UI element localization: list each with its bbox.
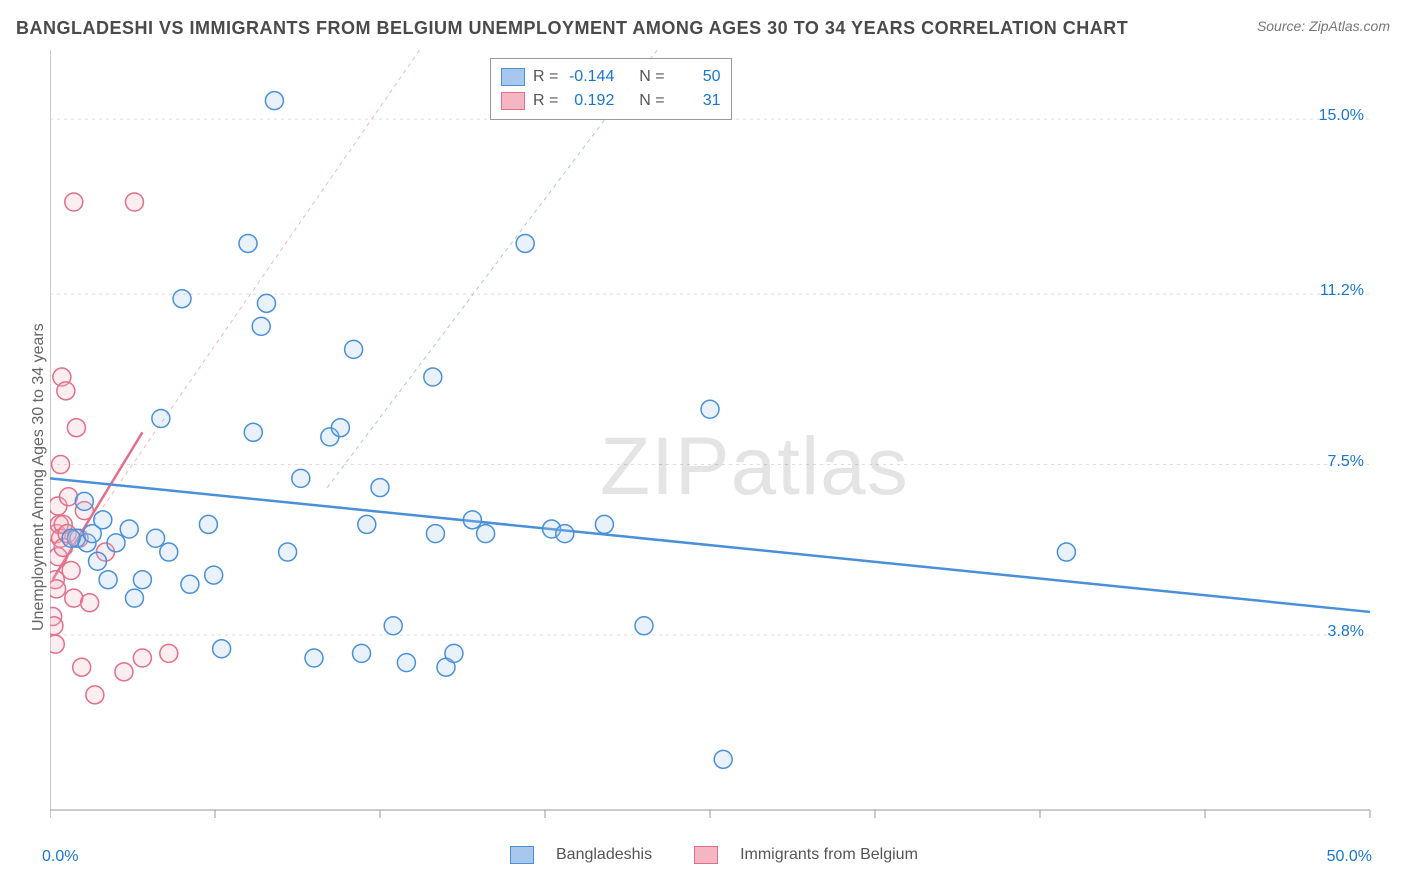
n-label: N = [639, 89, 664, 113]
scatter-svg [50, 50, 1390, 840]
y-tick-label: 15.0% [1319, 107, 1364, 125]
y-tick-label: 7.5% [1328, 453, 1364, 471]
r-label: R = [533, 65, 558, 89]
y-axis-label: Unemployment Among Ages 30 to 34 years [30, 323, 48, 631]
n-value-belgium: 31 [673, 89, 721, 113]
x-end-label: 50.0% [1327, 848, 1372, 866]
source-attribution: Source: ZipAtlas.com [1257, 18, 1390, 34]
x-start-label: 0.0% [42, 848, 78, 866]
r-value-belgium: 0.192 [566, 89, 614, 113]
plot-area: ZIPatlas R = -0.144 N = 50 R = 0.192 N =… [50, 50, 1390, 840]
legend-label-bangladeshis: Bangladeshis [556, 846, 652, 864]
n-value-bangladeshis: 50 [673, 65, 721, 89]
stats-row-bangladeshis: R = -0.144 N = 50 [501, 65, 721, 89]
swatch-bangladeshis [501, 68, 525, 86]
n-label: N = [639, 65, 664, 89]
swatch-belgium [501, 92, 525, 110]
swatch-belgium-bottom [694, 846, 718, 864]
chart-title: BANGLADESHI VS IMMIGRANTS FROM BELGIUM U… [16, 18, 1128, 39]
legend-label-belgium: Immigrants from Belgium [740, 846, 918, 864]
y-tick-label: 3.8% [1328, 623, 1364, 641]
swatch-bangladeshis-bottom [510, 846, 534, 864]
r-label: R = [533, 89, 558, 113]
series-legend: Bangladeshis Immigrants from Belgium [510, 846, 918, 864]
r-value-bangladeshis: -0.144 [566, 65, 614, 89]
stats-legend: R = -0.144 N = 50 R = 0.192 N = 31 [490, 58, 732, 120]
y-tick-label: 11.2% [1320, 282, 1364, 300]
stats-row-belgium: R = 0.192 N = 31 [501, 89, 721, 113]
